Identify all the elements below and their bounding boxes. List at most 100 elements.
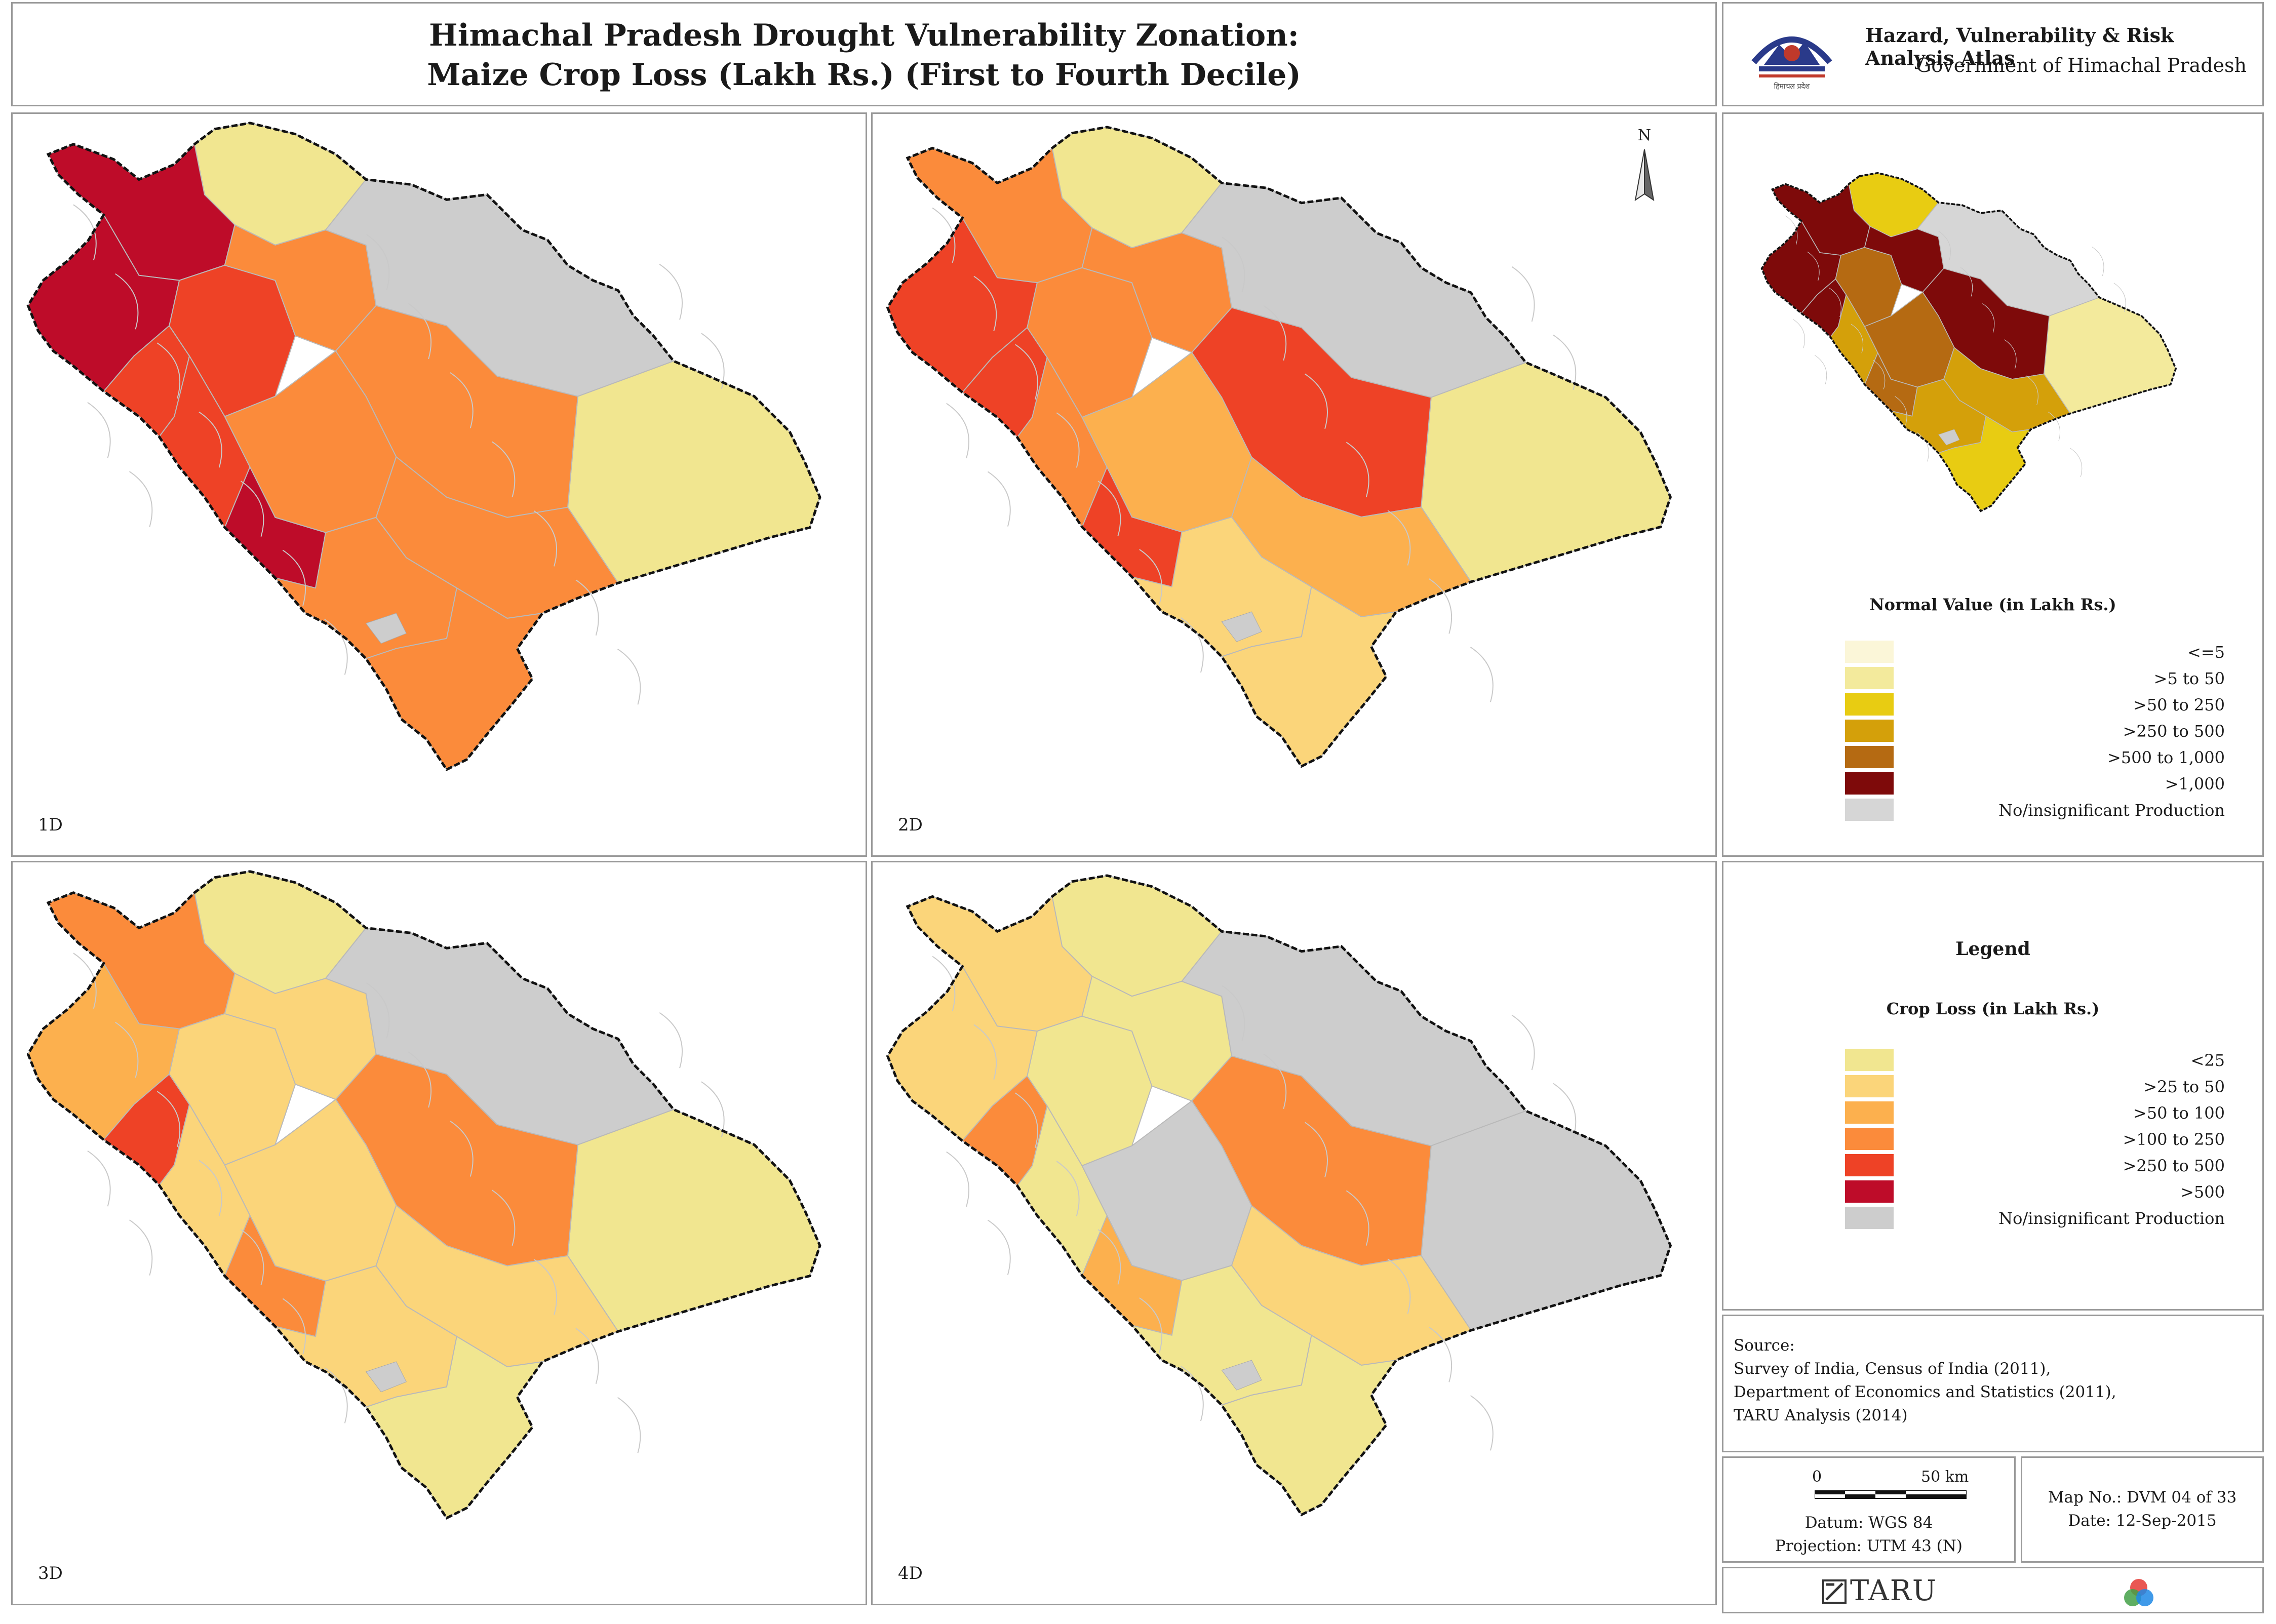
subdivision-line xyxy=(1792,319,1805,348)
subdivision-line xyxy=(282,549,306,606)
subdivision-line xyxy=(659,263,683,320)
subdivision-line xyxy=(324,619,348,675)
crop-loss-legend-panel: Legend Crop Loss (in Lakh Rs.) <25 >25 to… xyxy=(1722,861,2264,1311)
subdivision-line xyxy=(2026,375,2038,405)
subdivision-line xyxy=(1139,549,1163,605)
subdivision-line xyxy=(492,441,516,498)
subdivision-line xyxy=(241,1229,264,1285)
crop-loss-legend-label: >500 xyxy=(2180,1182,2225,1202)
subdivision-line xyxy=(932,956,956,1012)
subdivision-line xyxy=(156,1091,181,1147)
subdivision-line xyxy=(2070,448,2083,478)
north-arrow-icon: N xyxy=(1634,127,1655,202)
subdivision-line xyxy=(1056,1161,1080,1216)
normal-value-legend-swatch xyxy=(1845,667,1894,689)
north-label: N xyxy=(1638,127,1651,144)
subdivision-line xyxy=(450,372,474,428)
datum-text: Datum: WGS 84 xyxy=(1804,1514,1933,1532)
subdivision-line xyxy=(1015,344,1038,400)
subdivision-line xyxy=(1387,510,1411,566)
normal-value-legend-swatch xyxy=(1845,799,1894,821)
normal-value-legend-row: No/insignificant Production xyxy=(1718,799,2225,821)
normal-value-legend-swatch xyxy=(1845,772,1894,795)
map-label-4: 4D xyxy=(898,1563,923,1583)
subdivision-line xyxy=(1097,481,1121,536)
subdivision-line xyxy=(1263,305,1287,361)
subdivision-line xyxy=(932,207,956,263)
subdivision-line xyxy=(366,234,390,290)
district-kinnaur xyxy=(1421,1110,1671,1331)
subdivision-line xyxy=(1807,251,1820,281)
source-line-2: Department of Economics and Statistics (… xyxy=(1734,1383,2116,1401)
subdivision-line xyxy=(115,273,139,330)
state-emblem-icon: हिमाचल प्रदेश xyxy=(1751,36,1832,91)
subdivision-line xyxy=(129,471,153,527)
subdivision-line xyxy=(2092,247,2104,276)
emblem-text: हिमाचल प्रदेश xyxy=(1774,82,1810,91)
district-sirmaur xyxy=(365,1335,544,1519)
normal-value-legend-swatch xyxy=(1845,720,1894,742)
crop-loss-legend-row: >50 to 100 xyxy=(1718,1101,2225,1124)
map-label-3: 3D xyxy=(38,1563,63,1583)
crop-loss-legend-swatch xyxy=(1845,1049,1894,1071)
lake-area xyxy=(365,613,407,644)
subdivision-line xyxy=(199,411,222,468)
lake-area xyxy=(365,1361,407,1393)
normal-value-legend-row: >5 to 50 xyxy=(1718,667,2225,689)
subdivision-line xyxy=(1960,267,1973,297)
subdivision-line xyxy=(1511,1014,1535,1071)
subdivision-line xyxy=(2004,339,2017,369)
state-boundary xyxy=(26,870,821,1520)
crop-loss-legend-swatch xyxy=(1845,1154,1894,1176)
subdivision-line xyxy=(946,1151,970,1207)
normal-value-legend-label: >50 to 250 xyxy=(2133,695,2225,715)
normal-value-legend-row: >50 to 250 xyxy=(1718,693,2225,716)
crop-loss-legend-label: No/insignificant Production xyxy=(1998,1209,2225,1228)
district-kinnaur xyxy=(1421,362,1671,583)
district-kinnaur xyxy=(567,360,820,584)
map-2 xyxy=(886,126,1672,768)
crop-loss-legend-row: >500 xyxy=(1718,1180,2225,1203)
subdivision-line xyxy=(2048,411,2061,441)
subdivision-line xyxy=(1346,442,1369,497)
subdivision-line xyxy=(973,1024,997,1080)
normal-value-panel: Normal Value (in Lakh Rs.) <=5 >5 to 50 >5… xyxy=(1722,112,2264,857)
subdivision-line xyxy=(575,579,599,636)
subdivision-line xyxy=(450,1121,474,1177)
subdivision-line xyxy=(1180,1366,1204,1421)
subdivision-line xyxy=(1814,355,1827,384)
state-boundary xyxy=(1760,172,2177,512)
normal-value-legend-title: Normal Value (in Lakh Rs.) xyxy=(1869,595,2116,614)
crop-loss-legend-swatch xyxy=(1845,1180,1894,1203)
map-panel-4: 4D xyxy=(871,861,1717,1605)
normal-value-map xyxy=(1760,172,2177,512)
subdivision-line xyxy=(1982,303,1995,333)
normal-value-legend: <=5 >5 to 50 >50 to 250 >250 to 500 >500 to … xyxy=(1718,641,2225,863)
crop-loss-legend-swatch xyxy=(1845,1075,1894,1097)
subdivision-line xyxy=(1916,432,1929,462)
subdivision-line xyxy=(1180,617,1204,673)
subdivision-line xyxy=(617,648,641,705)
subdivision-line xyxy=(1139,1297,1163,1353)
subdivision-line xyxy=(1470,1395,1494,1451)
map-date: Date: 12-Sep-2015 xyxy=(2068,1512,2217,1530)
subdivision-line xyxy=(659,1012,683,1068)
map-panel-2: 2D N xyxy=(871,112,1717,857)
crop-loss-legend: <25 >25 to 50 >50 to 100 >100 to 250 >250 to… xyxy=(1718,1049,2225,1261)
normal-value-legend-row: >1,000 xyxy=(1718,772,2225,795)
map-panel-1: 1D xyxy=(11,112,867,857)
subdivision-line xyxy=(1387,1258,1411,1314)
subdivision-line xyxy=(1222,236,1245,293)
subdivision-line xyxy=(946,403,970,459)
map-info-panel: Map No.: DVM 04 of 33 Date: 12-Sep-2015 xyxy=(2021,1456,2264,1563)
map-number: Map No.: DVM 04 of 33 xyxy=(2048,1488,2237,1507)
subdivision-line xyxy=(533,1258,558,1315)
subdivision-line xyxy=(1305,373,1328,429)
crop-loss-legend-label: >250 to 500 xyxy=(2123,1156,2225,1175)
state-boundary xyxy=(886,126,1672,768)
subdivision-line xyxy=(366,982,390,1039)
state-boundary xyxy=(26,122,821,771)
crop-loss-legend-row: >250 to 500 xyxy=(1718,1154,2225,1176)
subdivision-line xyxy=(1895,396,1907,426)
scale-panel: 0 50 km Datum: WGS 84 Projection: UTM 43… xyxy=(1722,1456,2016,1563)
